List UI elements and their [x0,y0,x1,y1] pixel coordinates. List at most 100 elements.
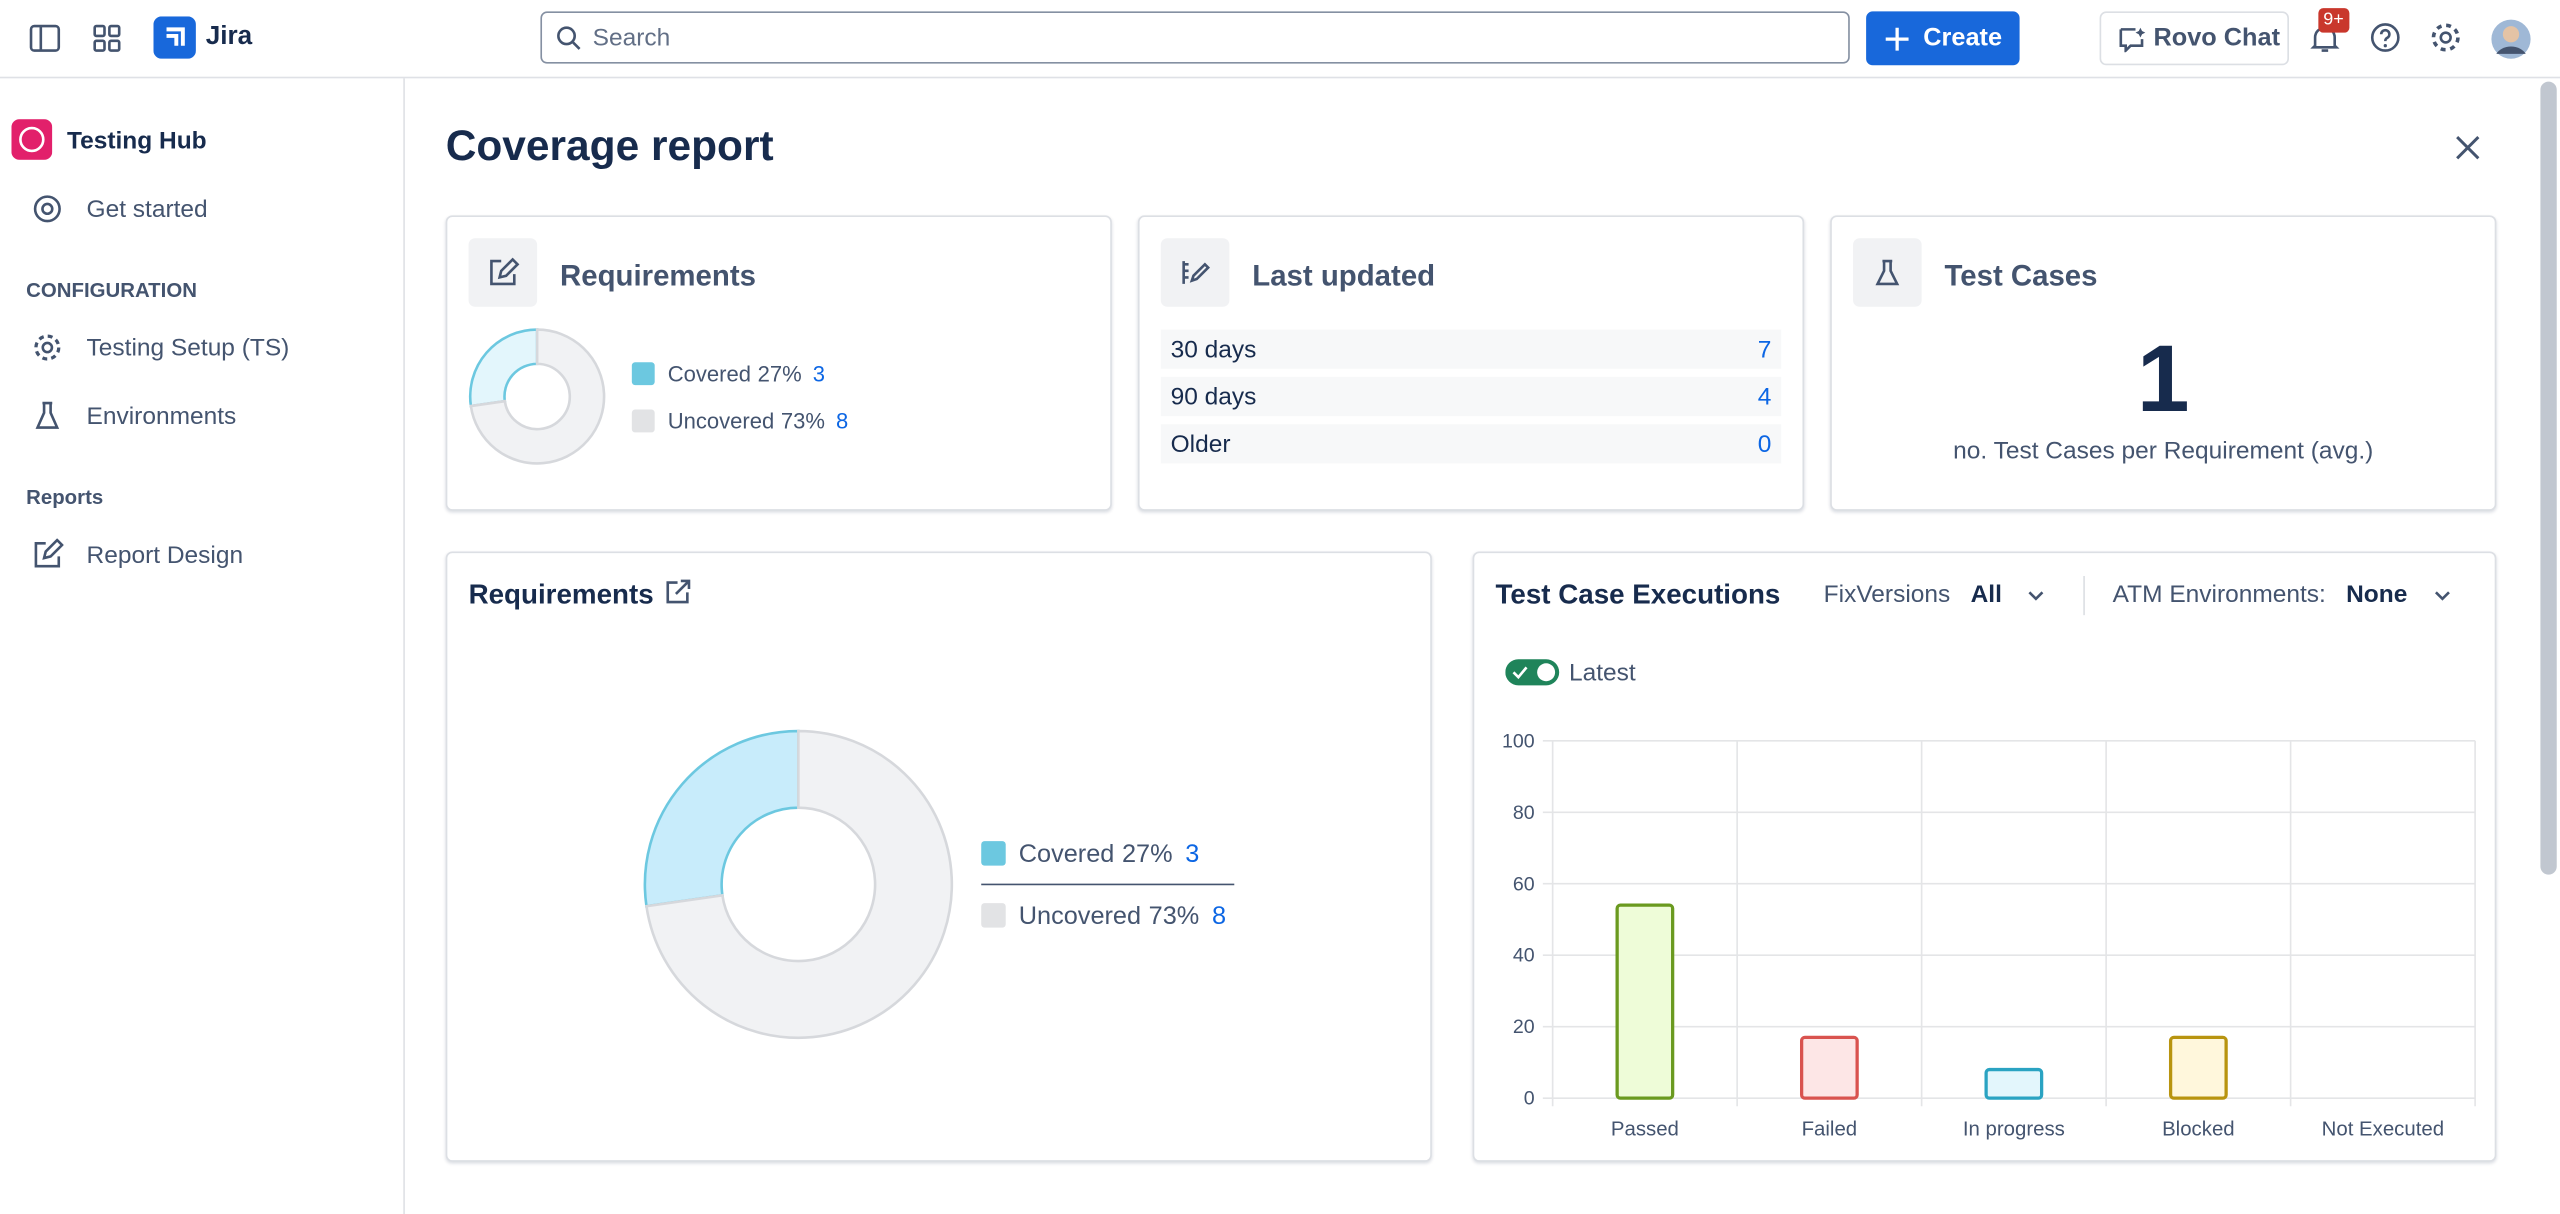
legend-category: Uncovered [1019,902,1141,930]
row-label: 30 days [1170,336,1257,364]
avatar[interactable] [2490,18,2532,60]
y-tick-label: 40 [1513,945,1535,967]
y-tick-label: 80 [1513,802,1535,824]
legend-swatch [631,409,655,433]
legend-label: Uncovered 73% 8 [668,409,848,434]
requirements-chart-card: Requirements Covered 27% 3 Uncovered 73% 8 [445,551,1432,1162]
last-updated-card: Last updated 30 days 7 90 days 4 Older 0 [1137,215,1805,511]
legend-swatch [981,903,1006,928]
legend-percentage: 27% [758,361,802,386]
row-value[interactable]: 7 [1757,336,1772,364]
bar [1984,1067,2044,1100]
edit-icon [490,257,520,286]
bar [1615,903,1675,1100]
filter-value[interactable]: None [2346,580,2408,609]
settings-icon[interactable] [2429,21,2462,54]
chevron[interactable] [2026,586,2046,606]
row-label: 90 days [1170,383,1257,412]
requirements-card: Requirements Covered 27% 3 Uncovered 73% 8 [445,215,1112,511]
row-label: Older [1170,430,1231,459]
close-button[interactable] [2454,134,2482,162]
environments-icon [35,401,60,429]
rovo-icon [2119,27,2146,53]
top-bar: Jira Search Create Rovo Chat 9+ [0,0,2560,79]
nav-item[interactable]: Environments [86,403,237,431]
report-icon [34,538,64,568]
x-tick-label: In progress [1963,1119,2065,1141]
nav-item[interactable]: Get started [86,195,208,224]
search-icon [557,26,581,50]
sidebar-app-name[interactable]: Testing Hub [66,127,207,156]
row-value[interactable]: 0 [1757,430,1772,459]
filter-label: FixVersions [1823,580,1951,609]
donut-segment [644,729,954,1040]
legend-count[interactable]: 8 [1212,902,1226,930]
table-row: Older 0 [1160,424,1782,464]
chevron[interactable] [2433,586,2453,606]
chart-title: Test Case Executions [1495,579,1781,611]
get-started-icon [33,195,61,223]
sidebar-toggle[interactable] [29,23,62,56]
app-name[interactable]: Jira [205,22,253,51]
jira-logo[interactable] [153,16,196,59]
legend-percentage: 73% [781,409,825,434]
test-cases-value: 1 [2136,326,2190,433]
create-button[interactable]: Create [1866,11,2020,66]
legend-percentage: 73% [1149,902,1200,930]
table-row: 90 days 4 [1160,376,1782,417]
test-cases-caption: no. Test Cases per Requirement (avg.) [1953,437,2374,466]
scrollbar[interactable] [2540,81,2557,875]
card-icon [1853,238,1922,307]
toggle[interactable] [1505,658,1561,687]
legend-category: Covered [1019,840,1115,868]
history-icon [1182,261,1211,284]
legend-count[interactable]: 8 [836,409,848,434]
executions-card: Test Case Executions FixVersions All ATM… [1472,551,2497,1162]
flask-icon [1875,259,1900,286]
y-tick-label: 100 [1502,730,1535,752]
legend-count[interactable]: 3 [1185,840,1199,868]
x-tick-label: Failed [1802,1119,1858,1141]
legend-category: Uncovered [668,409,774,434]
nav-item[interactable]: Testing Setup (TS) [86,334,290,363]
rovo-button[interactable]: Rovo Chat [2099,11,2289,66]
page-title: Coverage report [445,120,774,170]
x-tick-label: Blocked [2162,1119,2235,1141]
nav-item[interactable]: Report Design [86,541,244,570]
rovo-label: Rovo Chat [2153,24,2280,53]
y-tick-label: 0 [1524,1088,1535,1110]
donut-chart: Covered 27% 3 Uncovered 73% 8 [643,729,1235,1040]
legend-label: Covered 27% 3 [668,361,825,386]
filter-value[interactable]: All [1970,580,2002,609]
help-icon[interactable] [2369,21,2402,54]
x-tick-label: Passed [1611,1119,1679,1141]
app-switcher[interactable] [91,23,124,56]
sidebar: Testing Hub Get started CONFIGURATION Te… [0,78,405,1214]
card-icon [1160,238,1230,307]
section-title: CONFIGURATION [26,279,197,302]
legend-swatch [631,362,655,386]
card-title: Requirements [559,259,756,293]
open-external-icon[interactable] [664,579,691,605]
search-placeholder: Search [592,24,671,53]
divider [2083,575,2085,616]
legend-label: Uncovered 73% 8 [1019,902,1226,930]
bar [2168,1035,2228,1100]
y-tick-label: 20 [1513,1016,1535,1038]
testing-hub-logo [11,119,53,160]
legend-count[interactable]: 3 [813,361,825,386]
section-title: Reports [26,486,104,510]
row-value[interactable]: 4 [1757,383,1772,412]
x-tick-label: Not Executed [2322,1119,2444,1141]
legend-swatch [981,841,1006,866]
legend-category: Covered [668,361,751,386]
bar [1799,1035,1859,1100]
card-title: Last updated [1252,259,1436,293]
legend-label: Covered 27% 3 [1019,840,1200,868]
filter-label: ATM Environments: [2112,580,2326,609]
search-box[interactable]: Search [540,11,1850,64]
test-cases-card: Test Cases 1 no. Test Cases per Requirem… [1830,215,2497,511]
toggle-label: Latest [1568,659,1636,687]
card-icon [468,238,538,307]
